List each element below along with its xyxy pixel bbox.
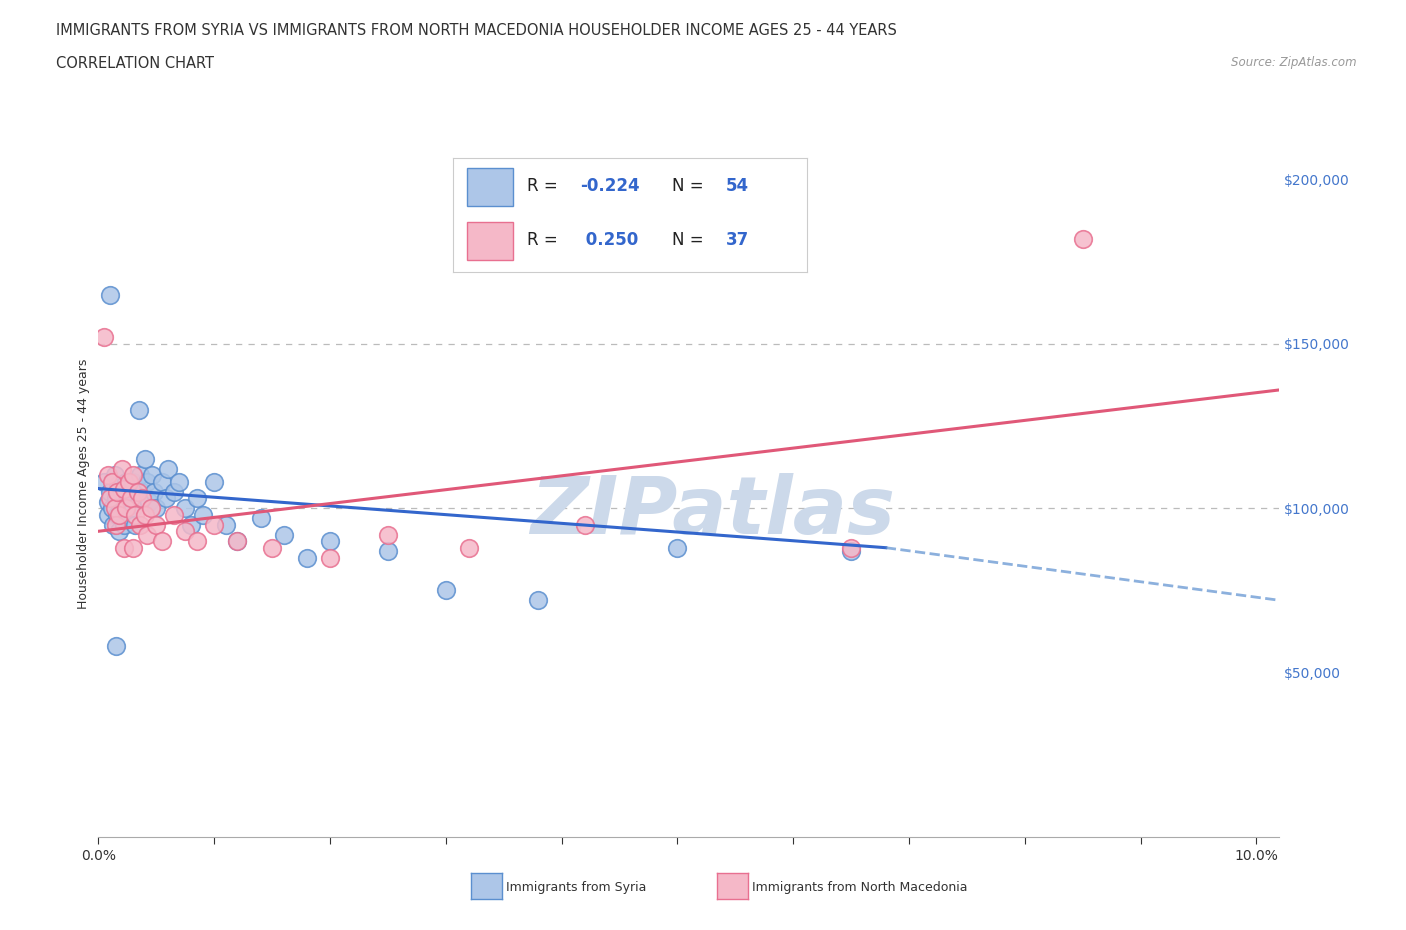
Point: [136, 527, 159, 542]
Point: [186, 491, 208, 506]
Point: [129, 468, 152, 483]
Point: [97, 508, 120, 523]
Point: [202, 517, 225, 532]
Point: [226, 534, 249, 549]
Point: [98, 485, 121, 499]
Point: [156, 461, 179, 476]
Point: [105, 508, 128, 523]
Point: [377, 543, 399, 558]
Point: [104, 517, 127, 532]
Point: [128, 402, 150, 417]
Point: [108, 524, 131, 538]
Point: [527, 592, 550, 607]
Point: [134, 451, 156, 466]
Point: [131, 485, 153, 499]
Point: [186, 534, 208, 549]
Point: [434, 583, 457, 598]
Point: [122, 540, 145, 555]
Point: [112, 517, 135, 532]
Point: [215, 517, 238, 532]
Text: IMMIGRANTS FROM SYRIA VS IMMIGRANTS FROM NORTH MACEDONIA HOUSEHOLDER INCOME AGES: IMMIGRANTS FROM SYRIA VS IMMIGRANTS FROM…: [56, 23, 897, 38]
Point: [122, 501, 145, 516]
Point: [108, 508, 131, 523]
Point: [1071, 232, 1094, 246]
Point: [122, 468, 145, 483]
Point: [150, 534, 173, 549]
Point: [202, 474, 225, 489]
Point: [319, 534, 342, 549]
Point: [117, 474, 139, 489]
Point: [163, 485, 186, 499]
Point: [136, 474, 159, 489]
Point: [124, 508, 146, 523]
Text: CORRELATION CHART: CORRELATION CHART: [56, 56, 214, 71]
Point: [104, 639, 127, 654]
Point: [101, 474, 124, 489]
Point: [124, 517, 146, 532]
Text: Immigrants from Syria: Immigrants from Syria: [506, 881, 647, 894]
Point: [103, 517, 125, 532]
Point: [93, 330, 115, 345]
Point: [226, 534, 249, 549]
Point: [105, 485, 128, 499]
Point: [104, 491, 127, 506]
Point: [112, 501, 135, 516]
Point: [666, 540, 689, 555]
Point: [180, 517, 202, 532]
Point: [319, 551, 342, 565]
Point: [295, 551, 318, 565]
Point: [129, 517, 152, 532]
Text: Immigrants from North Macedonia: Immigrants from North Macedonia: [752, 881, 967, 894]
Point: [458, 540, 481, 555]
Point: [141, 468, 163, 483]
Point: [131, 491, 153, 506]
Point: [110, 461, 132, 476]
Point: [155, 491, 177, 506]
Point: [273, 527, 295, 542]
Point: [104, 468, 127, 483]
Point: [115, 474, 138, 489]
Point: [574, 517, 596, 532]
Y-axis label: Householder Income Ages 25 - 44 years: Householder Income Ages 25 - 44 years: [77, 358, 90, 609]
Point: [112, 540, 135, 555]
Point: [174, 501, 197, 516]
Point: [120, 487, 142, 502]
Point: [839, 543, 862, 558]
Point: [98, 491, 121, 506]
Point: [120, 491, 142, 506]
Point: [97, 494, 120, 509]
Point: [127, 485, 149, 499]
Point: [98, 287, 121, 302]
Point: [150, 474, 173, 489]
Point: [117, 494, 139, 509]
Point: [839, 540, 862, 555]
Text: ZIPatlas: ZIPatlas: [530, 472, 896, 551]
Point: [104, 501, 127, 516]
Point: [169, 474, 191, 489]
Point: [163, 508, 186, 523]
Point: [145, 517, 167, 532]
Point: [138, 494, 160, 509]
Point: [112, 481, 135, 496]
Point: [117, 511, 139, 525]
Point: [143, 485, 166, 499]
Point: [262, 540, 284, 555]
Point: [101, 501, 124, 516]
Point: [97, 468, 120, 483]
Point: [108, 504, 131, 519]
Point: [139, 501, 162, 516]
Point: [107, 478, 129, 493]
Point: [115, 501, 138, 516]
Point: [122, 474, 145, 489]
Text: Source: ZipAtlas.com: Source: ZipAtlas.com: [1232, 56, 1357, 69]
Point: [110, 485, 132, 499]
Point: [174, 524, 197, 538]
Point: [134, 508, 156, 523]
Point: [145, 501, 167, 516]
Point: [249, 511, 271, 525]
Point: [377, 527, 399, 542]
Point: [191, 508, 214, 523]
Point: [93, 474, 115, 489]
